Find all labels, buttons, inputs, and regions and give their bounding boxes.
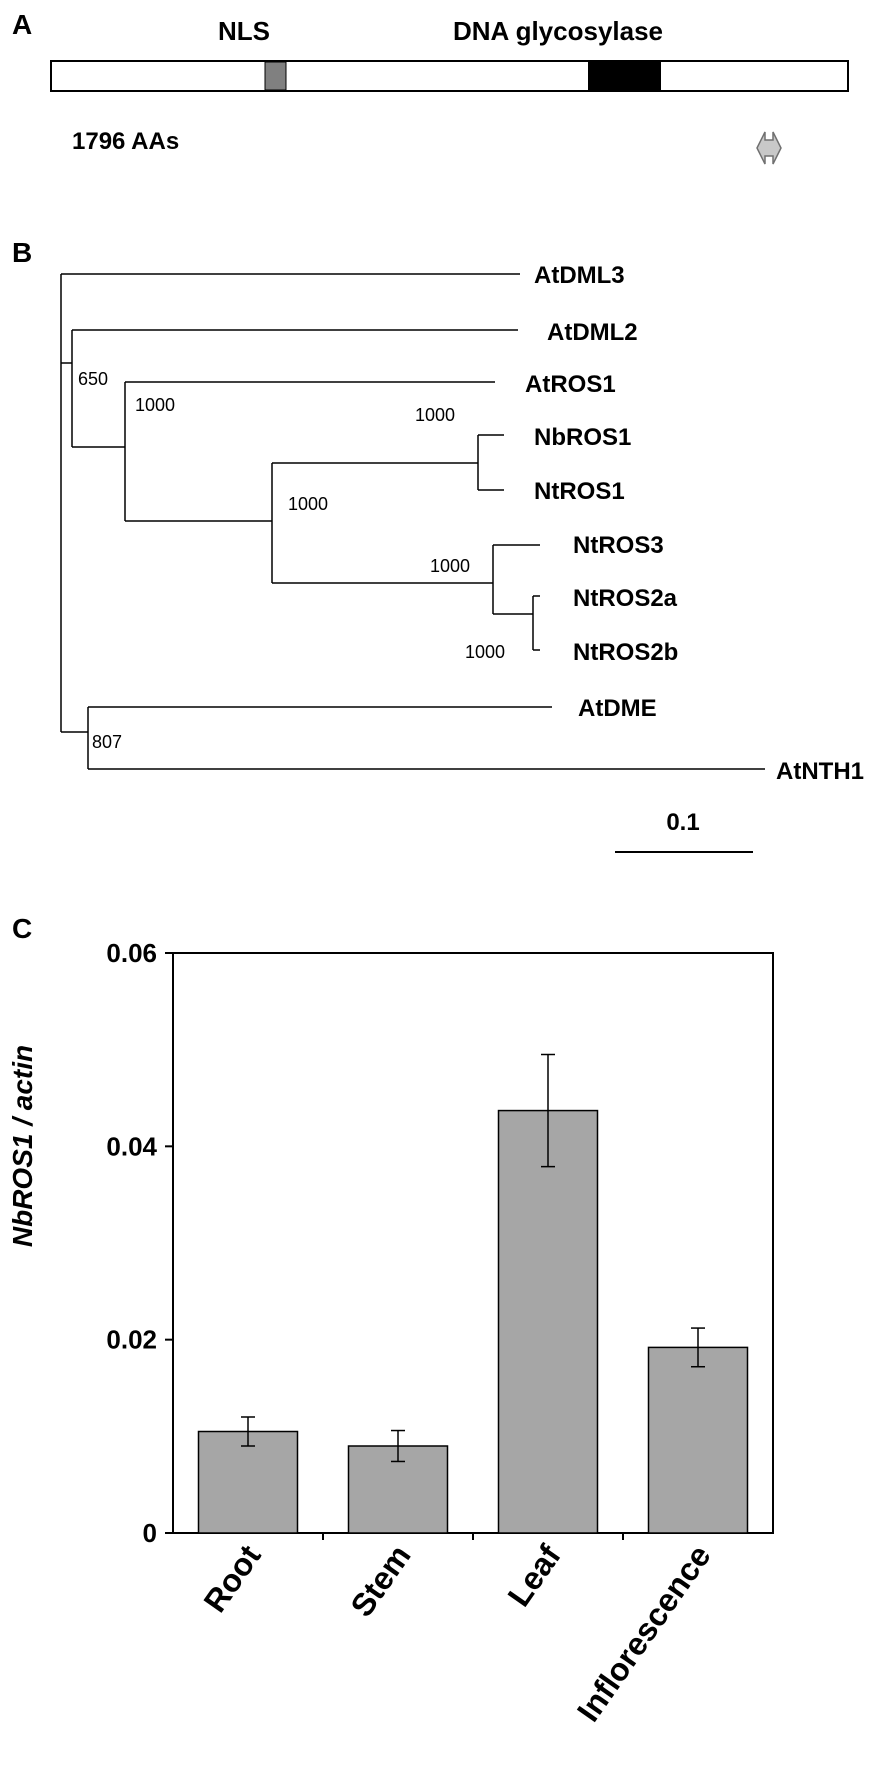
double-arrow-icon [756,131,782,165]
y-tick-label: 0.02 [106,1325,157,1355]
taxon-label: AtDML3 [534,262,625,289]
y-tick-label: 0.04 [106,1131,157,1161]
error-bars [241,1053,705,1463]
bootstrap-label: 1000 [415,405,455,425]
taxon-label: NtROS1 [534,478,625,505]
nls-domain [264,61,287,91]
taxon-label: NtROS2a [573,585,678,612]
bootstrap-label: 1000 [135,395,175,415]
x-tick-label: Root [196,1538,267,1619]
x-tick-label: Inflorescence [570,1538,718,1728]
bootstrap-label: 1000 [288,494,328,514]
bootstrap-label: 1000 [465,642,505,662]
taxon-label: NtROS2b [573,639,678,666]
panel-c-letter: C [12,913,32,944]
x-tick-label: Stem [343,1538,417,1623]
protein-bar [50,60,849,92]
glycosylase-domain [588,62,661,90]
taxon-label: AtDME [578,695,657,722]
y-axis-label: NbROS1 / actin [7,1045,38,1247]
bar [197,1430,299,1534]
y-axis: 0 0.02 0.04 0.06 [106,938,173,1548]
length-label: 1796 AAs [72,128,179,155]
panel-b-letter: B [12,237,32,268]
bar [647,1346,749,1534]
y-tick-label: 0.06 [106,938,157,968]
bar [497,1109,599,1534]
bars [197,1109,749,1534]
bootstrap-label: 1000 [430,556,470,576]
y-tick-label: 0 [143,1518,157,1548]
nls-label: NLS [218,16,270,46]
taxon-label: NtROS3 [573,532,664,559]
bootstrap-label: 650 [78,369,108,389]
phylogenetic-tree [60,273,765,770]
panel-a-letter: A [12,9,32,40]
taxon-label: NbROS1 [534,424,631,451]
taxon-label: AtNTH1 [776,758,864,785]
glycosylase-label: DNA glycosylase [453,16,663,46]
bootstrap-label: 807 [92,732,122,752]
x-tick-label: Leaf [501,1538,568,1613]
taxon-label: AtDML2 [547,319,638,346]
taxon-label: AtROS1 [525,371,616,398]
scale-bar-label: 0.1 [666,809,699,836]
x-axis: Root Stem Leaf Inflorescence [196,1533,718,1728]
